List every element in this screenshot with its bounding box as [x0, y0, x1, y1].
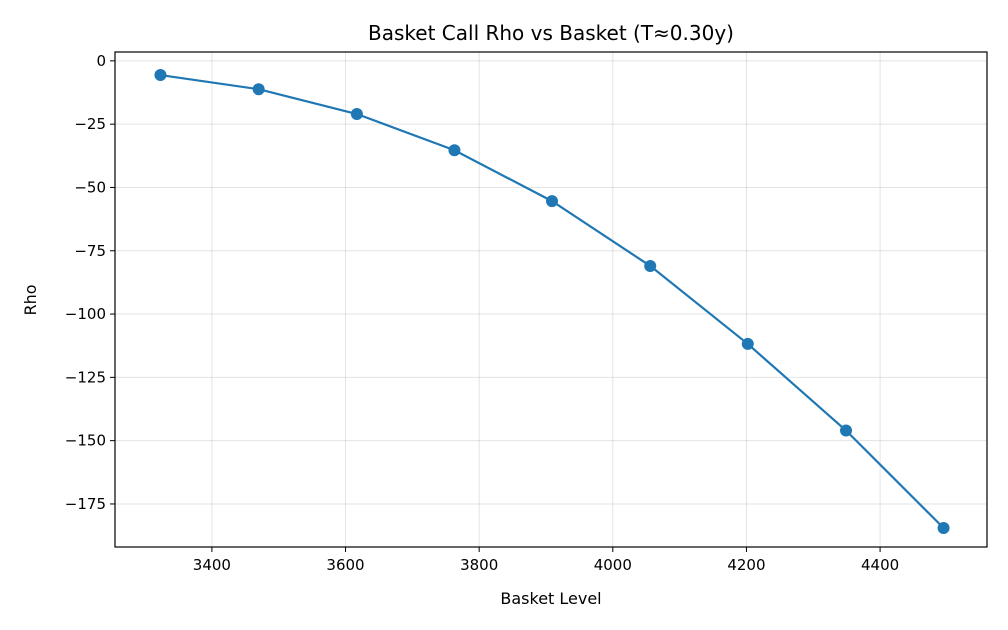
y-tick-label: 0 [96, 52, 106, 70]
y-tick-label: −25 [74, 115, 106, 133]
series-layer [154, 69, 950, 535]
y-tick-label: −175 [65, 495, 106, 513]
chart-title: Basket Call Rho vs Basket (T≈0.30y) [368, 21, 734, 45]
x-tick-label: 3800 [460, 556, 498, 574]
axis-ticks: 3400 3600 3800 4000 4200 4400 0 −25 −50 −75 −100 −1… [65, 52, 899, 574]
data-point [840, 424, 853, 437]
y-tick-label: −50 [74, 178, 106, 196]
data-point [154, 69, 167, 82]
y-axis-label: Rho [21, 284, 40, 315]
x-tick-label: 4400 [861, 556, 899, 574]
y-tick-label: −75 [74, 242, 106, 260]
data-point [644, 259, 657, 272]
y-tick-label: −100 [65, 305, 106, 323]
plot-frame [114, 51, 988, 548]
y-tick-label: −125 [65, 368, 106, 386]
series-line [160, 73, 945, 529]
data-point [252, 83, 265, 96]
x-tick-label: 3400 [193, 556, 231, 574]
x-tick-label: 3600 [326, 556, 364, 574]
data-point [350, 108, 363, 121]
x-axis-label: Basket Level [500, 589, 601, 608]
data-point [448, 144, 461, 157]
data-point [546, 195, 559, 208]
x-tick-label: 4000 [594, 556, 632, 574]
data-point [741, 337, 754, 350]
data-point [937, 522, 950, 535]
grid-lines [115, 52, 987, 547]
y-tick-label: −150 [65, 432, 106, 450]
x-tick-label: 4200 [727, 556, 765, 574]
